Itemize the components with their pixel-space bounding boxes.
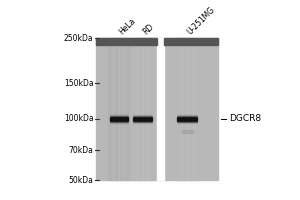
Bar (134, 117, 152, 118)
Bar (134, 121, 152, 122)
Bar (110, 123, 128, 124)
Text: DGCR8: DGCR8 (229, 114, 261, 123)
Text: 50kDa: 50kDa (69, 176, 94, 185)
Bar (108, 38, 129, 180)
Text: 150kDa: 150kDa (64, 79, 94, 88)
Text: 70kDa: 70kDa (69, 146, 94, 155)
Bar (177, 121, 197, 122)
Text: U-251MG: U-251MG (186, 5, 217, 36)
Bar (134, 116, 152, 117)
Bar (132, 38, 153, 180)
Bar (134, 123, 152, 124)
Bar (110, 116, 128, 117)
Bar (182, 130, 193, 133)
Bar (177, 122, 197, 123)
Bar (134, 121, 152, 122)
Bar (110, 117, 128, 118)
Text: 250kDa: 250kDa (64, 34, 94, 43)
Bar (110, 119, 128, 120)
Bar (177, 123, 197, 124)
Bar (110, 114, 128, 115)
Bar (177, 116, 197, 117)
Bar (177, 121, 197, 122)
Bar (134, 115, 152, 116)
Text: RD: RD (141, 22, 155, 36)
Bar (134, 122, 152, 123)
Bar (110, 120, 128, 121)
Bar (110, 122, 128, 123)
Bar (110, 121, 128, 122)
Bar (97, 38, 157, 45)
Bar (134, 114, 152, 115)
Bar (134, 118, 152, 119)
Bar (134, 119, 152, 120)
Bar (110, 114, 128, 115)
Text: HeLa: HeLa (117, 16, 137, 36)
Bar (176, 38, 198, 180)
Bar (177, 118, 197, 119)
Bar (177, 115, 197, 116)
Bar (110, 115, 128, 116)
Bar (110, 118, 128, 119)
Bar (177, 119, 197, 120)
Text: 100kDa: 100kDa (64, 114, 94, 123)
Bar (177, 120, 197, 121)
Bar (177, 114, 197, 115)
Bar (134, 120, 152, 121)
Bar (177, 114, 197, 115)
Bar (177, 117, 197, 118)
Bar (164, 38, 218, 45)
Bar (97, 38, 218, 180)
Bar (157, 38, 164, 180)
Bar (134, 114, 152, 115)
